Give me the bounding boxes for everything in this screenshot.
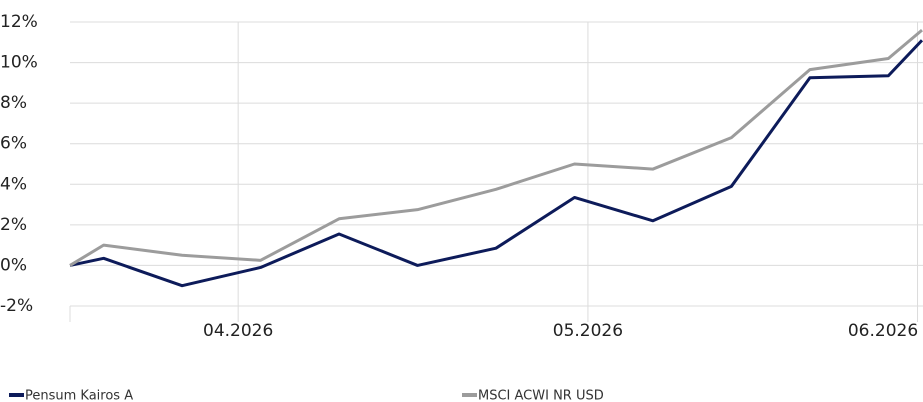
legend-label: Pensum Kairos A (25, 389, 133, 402)
y-tick-label: 4% (0, 174, 27, 194)
y-tick-label: 10% (0, 53, 38, 73)
x-tick-label: 06.2026 (848, 321, 918, 341)
x-tick-label: 04.2026 (203, 321, 273, 341)
series-line (69, 28, 923, 267)
y-tick-label: 6% (0, 134, 27, 154)
y-tick-label: 2% (0, 215, 27, 235)
legend-item: MSCI ACWI NR USD (462, 389, 604, 402)
x-tick-label: 05.2026 (553, 321, 623, 341)
y-tick-label: 8% (0, 93, 27, 113)
legend-item: Pensum Kairos A (9, 389, 133, 402)
y-tick-label: -2% (0, 296, 33, 316)
legend-label: MSCI ACWI NR USD (478, 389, 604, 402)
y-tick-label: 0% (0, 255, 27, 275)
y-tick-label: 12% (0, 12, 38, 32)
series-line (69, 39, 923, 288)
